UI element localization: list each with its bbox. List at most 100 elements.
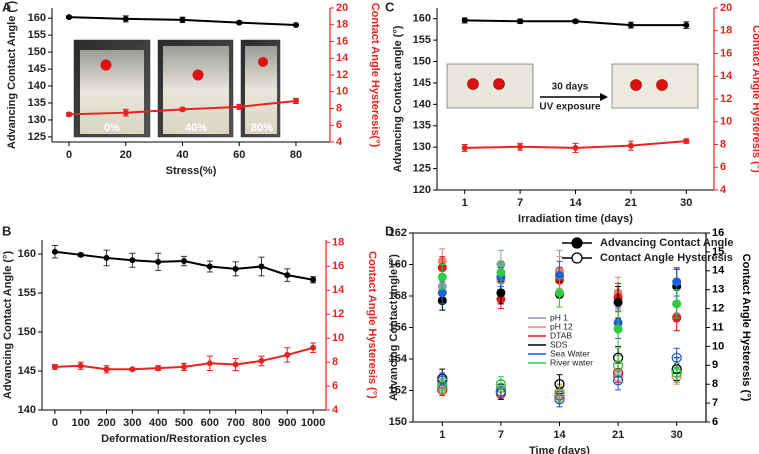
x-tick-label: 200 [97,417,115,429]
marker [292,21,299,28]
annotation: 30 days [552,82,589,93]
marker [232,361,239,368]
marker [179,106,186,113]
y-tick-label: 145 [18,365,36,377]
x-tick-label: 300 [123,417,141,429]
y2-tick-label: 10 [712,340,724,352]
y2-tick-label: 6 [336,119,342,131]
photo-label: 80% [251,122,273,134]
y2-tick-label: 12 [332,308,344,320]
panel-label: D [385,223,394,238]
y-tick-label: 156 [389,321,407,333]
x-tick-label: 30 [680,197,692,209]
marker [181,363,187,370]
marker [77,362,84,369]
x-tick-label: 400 [149,417,167,429]
y-tick-label: 155 [28,29,46,41]
x-tick-label: 600 [201,417,219,429]
y-tick-label: 130 [413,141,431,153]
marker-filled [496,267,506,277]
y2-tick-label: 14 [712,265,725,277]
legend-marker [571,237,583,249]
marker [129,257,136,264]
arrow-head [600,93,608,101]
marker [284,272,291,279]
y-tick-label: 150 [28,46,46,58]
y-tick-label: 130 [28,114,46,126]
marker [284,351,291,358]
panel-label: C [385,0,395,14]
x-axis-title: Deformation/Restoration cycles [101,433,267,445]
marker-filled [555,288,564,298]
y-tick-label: 140 [413,98,431,110]
marker [572,18,579,25]
droplet [258,57,268,67]
photo-label: 40% [185,122,207,134]
marker-open [612,360,624,371]
y2-tick-label: 14 [720,70,733,82]
marker [232,265,239,272]
marker [258,263,265,270]
y-tick-label: 160 [413,13,431,25]
legend-label: Contact Angle Hysteresis [600,252,733,264]
marker [206,360,213,367]
y-tick-label: 140 [28,80,46,92]
y2-tick-label: 8 [712,378,718,390]
y2-tick-label: 6 [720,161,726,173]
x-tick-label: 60 [233,149,245,161]
x-tick-label: 700 [226,417,244,429]
y2-tick-label: 12 [336,69,348,81]
y2-tick-label: 8 [720,138,726,150]
y2-tick-label: 10 [336,86,348,98]
legend-label: pH 12 [550,321,573,331]
y-tick-label: 162 [389,227,407,239]
panel-label: A [2,0,12,14]
y2-tick-label: 11 [712,321,724,333]
x-axis-title: Time (days) [529,445,590,454]
marker-filled [496,288,506,298]
x-tick-label: 0 [52,417,58,429]
x-tick-label: 1 [462,197,468,209]
y-tick-label: 145 [28,63,46,75]
y-tick-label: 160 [389,258,407,270]
y2-axis-title: Contact Angle Hysteresis (°) [366,251,378,399]
marker [181,258,187,265]
marker [236,19,243,26]
error-bar [673,362,680,383]
marker [258,357,265,364]
x-tick-label: 21 [625,197,637,209]
y2-tick-label: 8 [336,102,342,114]
y-tick-label: 155 [18,287,36,299]
y-tick-label: 125 [413,162,431,174]
x-axis-title: Irradiation time (days) [518,213,633,225]
y-tick-label: 140 [18,404,36,416]
y2-tick-label: 20 [720,2,732,14]
y2-axis-title: Contact Angle Hysteresis (°) [740,254,752,402]
x-tick-label: 7 [498,429,504,441]
droplet [656,79,668,91]
droplet [467,78,479,90]
y-tick-label: 150 [389,416,407,428]
y-tick-label: 125 [28,131,46,143]
marker-open [671,352,682,363]
y-tick-label: 152 [389,384,407,396]
marker [179,16,186,23]
marker [155,365,162,372]
y2-tick-label: 14 [332,284,345,296]
marker [627,142,634,149]
x-axis-title: Stress(%) [166,165,217,177]
y2-tick-label: 16 [336,35,348,47]
y2-tick-label: 10 [332,332,344,344]
legend-label: Advancing Contact Angle [600,237,733,249]
marker [122,15,129,22]
y-axis-title: Advancing Contact Angle (°) [2,251,14,400]
y-axis-title: Advancing Contact Angle (°) [6,1,18,150]
marker-filled [613,297,623,307]
x-tick-label: 40 [176,149,188,161]
marker [236,103,243,110]
y-tick-label: 160 [28,12,46,24]
y-axis-title: Advancing Contact angle (°) [388,254,400,401]
y2-tick-label: 4 [720,184,727,196]
droplet [493,78,505,90]
